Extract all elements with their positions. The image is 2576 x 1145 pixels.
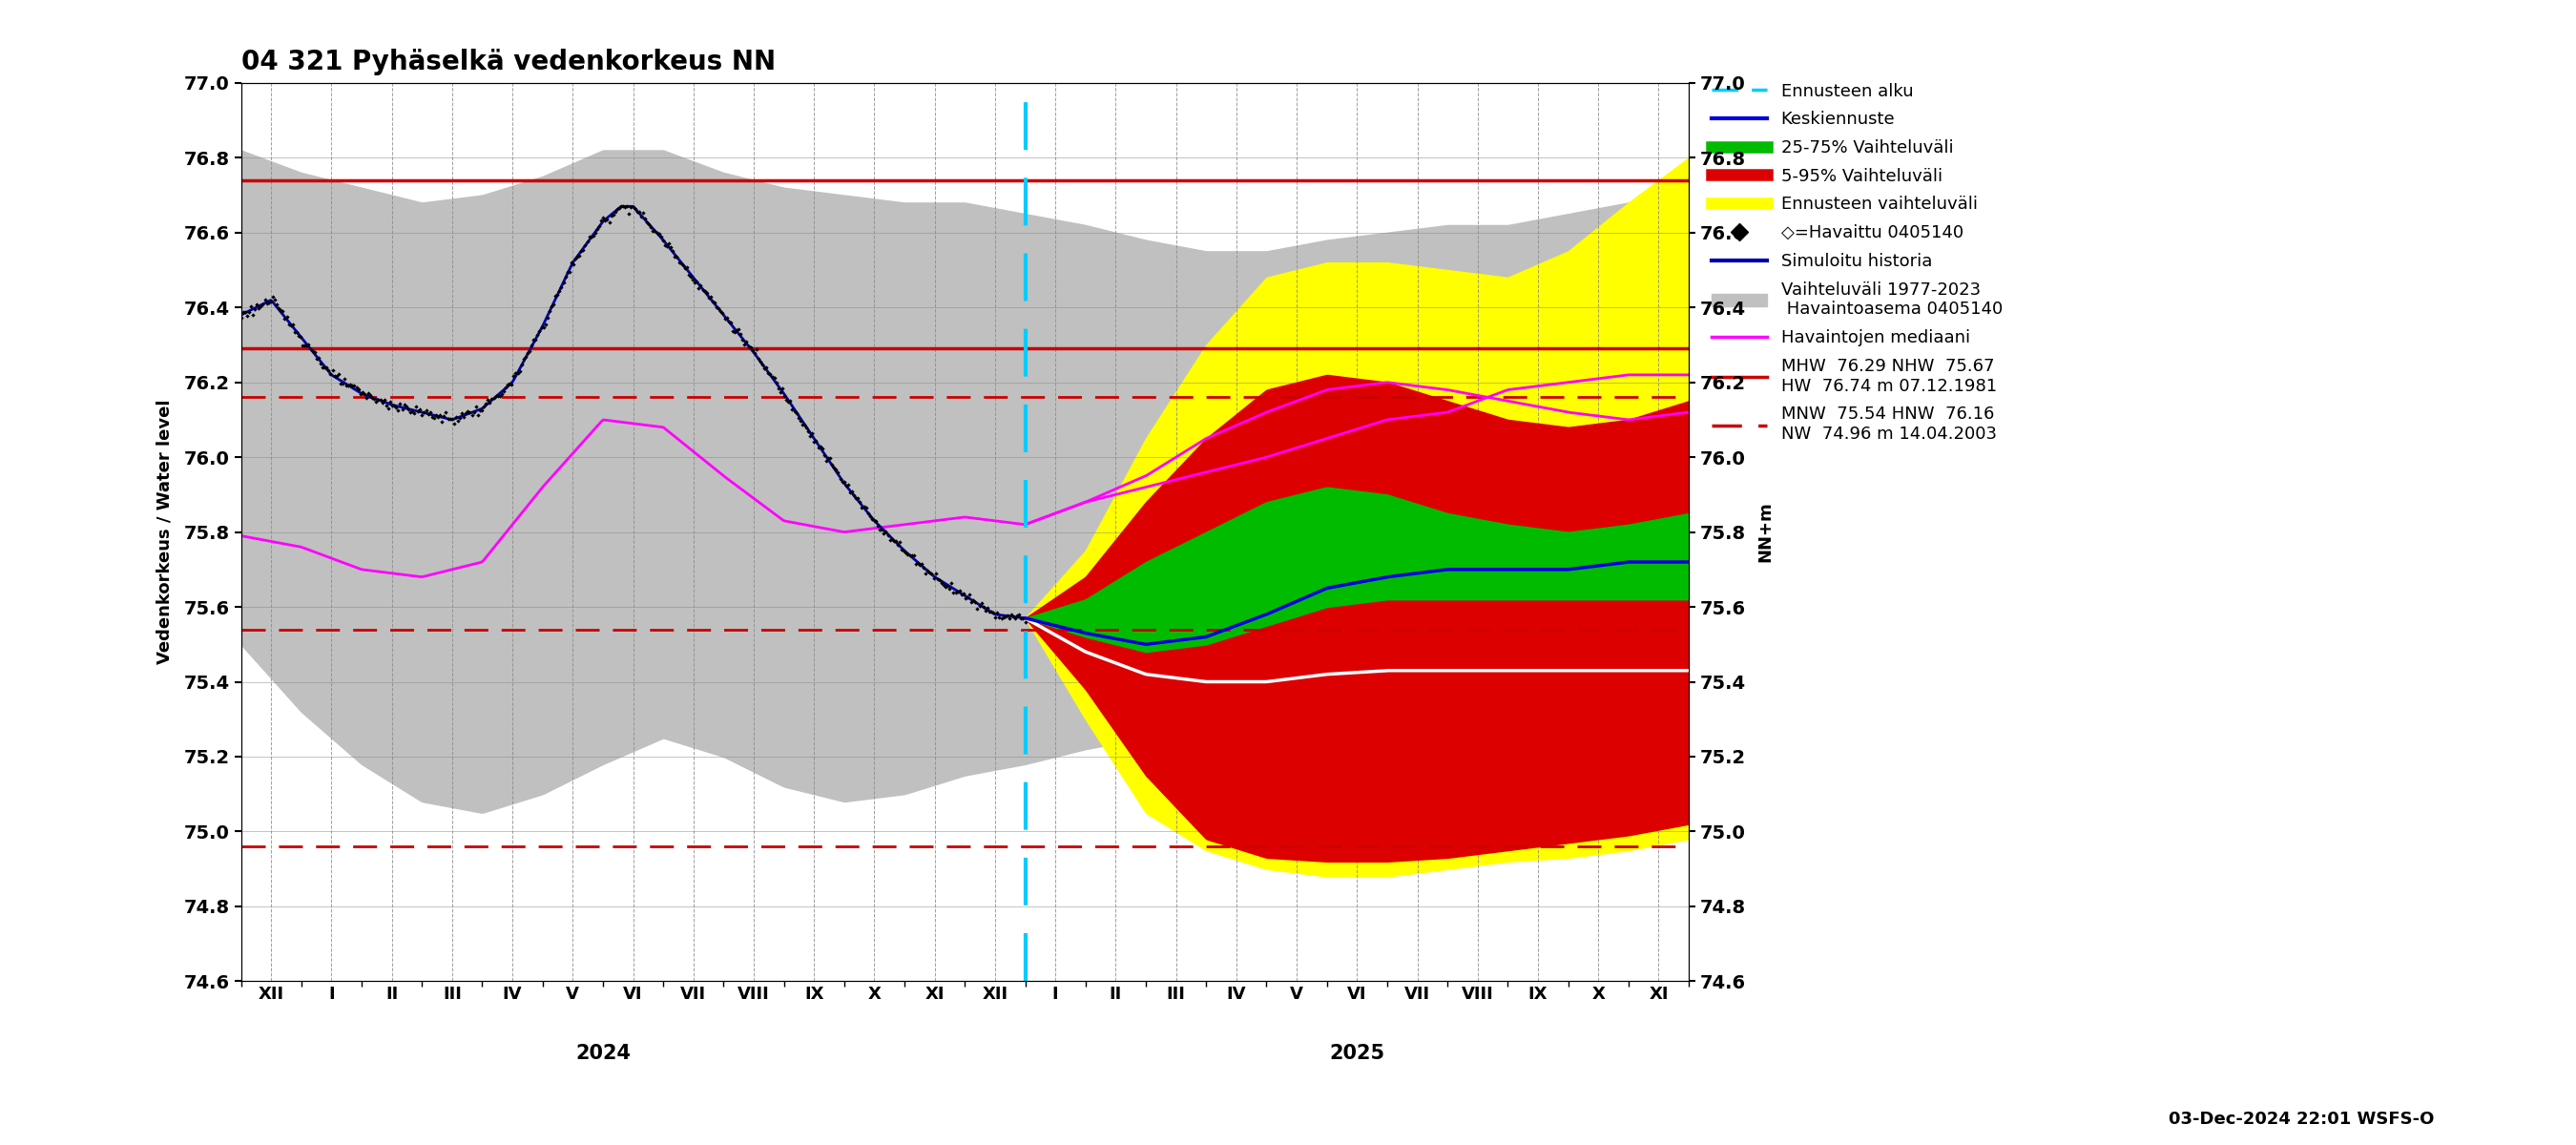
Text: 03-Dec-2024 22:01 WSFS-O: 03-Dec-2024 22:01 WSFS-O xyxy=(2169,1111,2434,1128)
Y-axis label: Vedenkorkeus / Water level: Vedenkorkeus / Water level xyxy=(157,400,173,664)
Text: 2024: 2024 xyxy=(574,1044,631,1064)
Text: 2025: 2025 xyxy=(1329,1044,1386,1064)
Y-axis label: NN+m: NN+m xyxy=(1757,502,1775,562)
Legend: Ennusteen alku, Keskiennuste, 25-75% Vaihteluväli, 5-95% Vaihteluväli, Ennusteen: Ennusteen alku, Keskiennuste, 25-75% Vai… xyxy=(1713,82,2002,443)
Text: 04 321 Pyhäselkä vedenkorkeus NN: 04 321 Pyhäselkä vedenkorkeus NN xyxy=(242,48,775,76)
